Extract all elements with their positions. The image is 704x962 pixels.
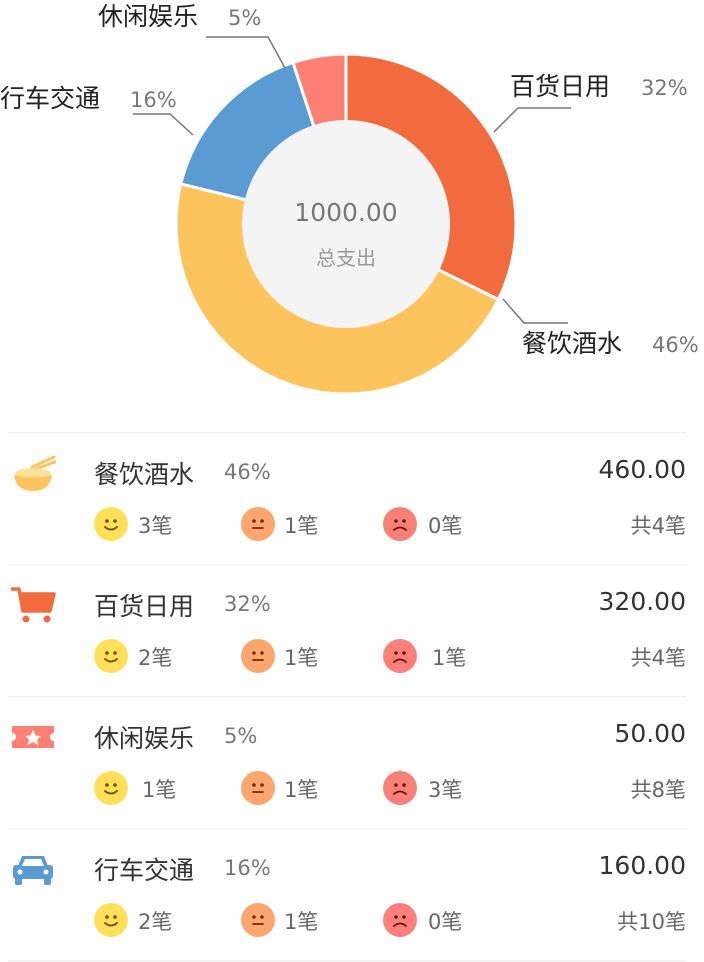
happy-count: 2笔 (138, 646, 173, 670)
neutral-count: 1笔 (284, 514, 319, 538)
sad-face-icon (383, 507, 417, 541)
sad-face-icon (383, 639, 417, 673)
rice-bowl-icon (14, 455, 56, 491)
slice-label-xiuxian: 休闲娱乐 (98, 2, 198, 31)
category-percent: 16% (224, 856, 271, 880)
category-row-xiuxian[interactable]: 休闲娱乐 5% 50.00 1笔 1笔 3笔 共8笔 (8, 696, 686, 828)
total-count: 共8笔 (630, 778, 686, 802)
category-name: 休闲娱乐 (94, 724, 195, 753)
car-icon (13, 856, 53, 885)
sad-face-icon (383, 903, 417, 937)
happy-count: 2笔 (138, 910, 173, 934)
sad-count: 1笔 (432, 646, 467, 670)
total-label: 总支出 (316, 246, 376, 270)
category-list: 餐饮酒水 46% 460.00 3笔 1笔 0笔 共4笔 百货日用 32% 32… (8, 432, 686, 961)
category-percent: 5% (224, 724, 258, 748)
total-count: 共10笔 (617, 910, 686, 934)
total-count: 共4笔 (630, 646, 686, 670)
slice-label-baihuo: 百货日用 (510, 72, 610, 101)
slice-percent-baihuo: 32% (641, 76, 688, 100)
category-row-canyin[interactable]: 餐饮酒水 46% 460.00 3笔 1笔 0笔 共4笔 (8, 432, 686, 564)
total-count: 共4笔 (630, 514, 686, 538)
happy-count: 1笔 (142, 778, 177, 802)
expense-donut-chart: 1000.00 总支出 百货日用 32% 餐饮酒水 46% 行车交通 16% 休… (0, 2, 699, 396)
slice-label-xingche: 行车交通 (0, 84, 100, 113)
happy-count: 3笔 (138, 514, 173, 538)
sad-face-icon (383, 771, 417, 805)
happy-face-icon (94, 507, 128, 541)
ticket-icon (12, 726, 54, 748)
neutral-face-icon (241, 639, 275, 673)
slice-label-canyin: 餐饮酒水 (522, 329, 622, 358)
happy-face-icon (94, 639, 128, 673)
shopping-cart-icon (11, 587, 56, 623)
sad-count: 3笔 (428, 778, 463, 802)
category-amount: 460.00 (598, 455, 686, 484)
category-amount: 160.00 (598, 851, 686, 880)
sad-count: 0笔 (428, 910, 463, 934)
sad-count: 0笔 (428, 514, 463, 538)
category-percent: 32% (224, 592, 271, 616)
category-row-baihuo[interactable]: 百货日用 32% 320.00 2笔 1笔 1笔 共4笔 (8, 564, 686, 696)
happy-face-icon (94, 771, 128, 805)
slice-percent-xiuxian: 5% (228, 6, 261, 30)
category-name: 百货日用 (94, 592, 195, 621)
total-amount: 1000.00 (294, 198, 397, 227)
category-amount: 320.00 (598, 587, 686, 616)
category-row-xingche[interactable]: 行车交通 16% 160.00 2笔 1笔 0笔 共10笔 (8, 828, 686, 961)
neutral-face-icon (241, 903, 275, 937)
neutral-count: 1笔 (284, 910, 319, 934)
category-percent: 46% (224, 460, 271, 484)
category-amount: 50.00 (614, 719, 686, 748)
happy-face-icon (94, 903, 128, 937)
category-name: 行车交通 (94, 856, 195, 885)
neutral-face-icon (241, 507, 275, 541)
category-name: 餐饮酒水 (94, 460, 195, 489)
slice-percent-canyin: 46% (652, 333, 699, 357)
neutral-face-icon (241, 771, 275, 805)
slice-percent-xingche: 16% (130, 88, 177, 112)
neutral-count: 1笔 (284, 778, 319, 802)
neutral-count: 1笔 (284, 646, 319, 670)
